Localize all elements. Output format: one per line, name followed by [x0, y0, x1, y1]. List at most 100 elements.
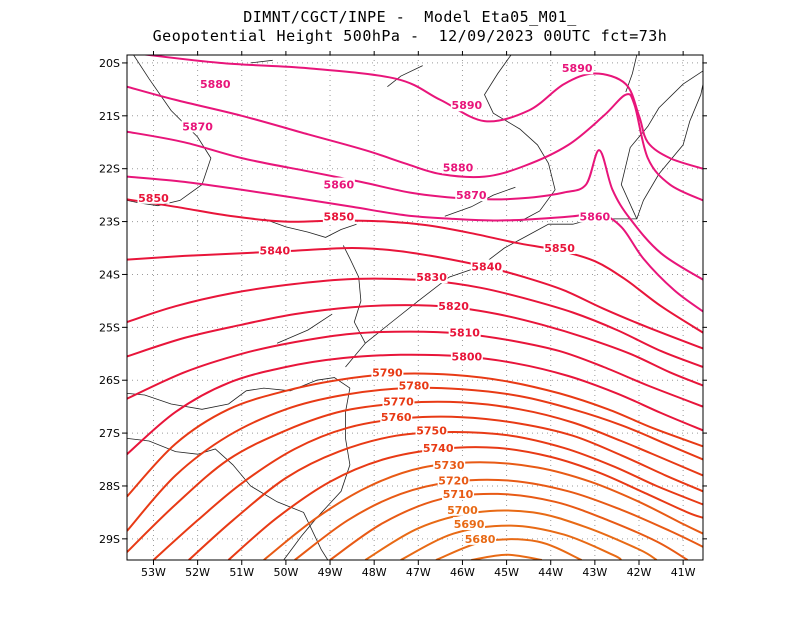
- contour-label-5720: 5720: [438, 475, 469, 488]
- contour-label-5840: 5840: [260, 245, 291, 258]
- coastline: [263, 218, 357, 238]
- contour-label-bg: [561, 61, 594, 75]
- contour-label-bg: [181, 119, 214, 133]
- lat-tick-label: 23S: [99, 216, 120, 229]
- lat-tick-label: 21S: [99, 110, 120, 123]
- lon-tick-label: 45W: [494, 566, 519, 579]
- coastline: [127, 55, 212, 207]
- contour-label-bg: [382, 394, 415, 408]
- lon-tick-label: 42W: [627, 566, 652, 579]
- lon-tick-label: 51W: [229, 566, 254, 579]
- contour-label-5810: 5810: [449, 327, 480, 340]
- contour-label-bg: [415, 423, 448, 437]
- coastline: [250, 59, 273, 64]
- contour-label-bg: [446, 502, 479, 516]
- lon-tick-label: 47W: [406, 566, 431, 579]
- contour-label-bg: [437, 299, 470, 313]
- lon-tick-label: 53W: [141, 566, 166, 579]
- contour-line-5870: [127, 130, 703, 281]
- lon-tick-label: 52W: [185, 566, 210, 579]
- lon-tick-label: 44W: [538, 566, 563, 579]
- contour-label-5850: 5850: [544, 242, 575, 255]
- coastline: [276, 313, 333, 344]
- contour-line-5670: [471, 553, 543, 560]
- contour-label-5860: 5860: [324, 179, 355, 192]
- contour-label-5820: 5820: [438, 300, 469, 313]
- contour-label-5790: 5790: [372, 366, 403, 379]
- contour-line-5750: [188, 431, 703, 560]
- contour-line-5700: [364, 509, 658, 560]
- coastline: [387, 65, 423, 88]
- contour-line-5810: [127, 330, 703, 408]
- lat-tick-label: 27S: [99, 427, 120, 440]
- contour-label-bg: [437, 473, 470, 487]
- contour-line-5730: [263, 461, 703, 560]
- contour-label-bg: [455, 188, 488, 202]
- lon-tick-label: 43W: [582, 566, 607, 579]
- contour-label-bg: [322, 209, 355, 223]
- contour-label-5780: 5780: [399, 379, 430, 392]
- map-title-line-2: Geopotential Height 500hPa - 12/09/2023 …: [152, 27, 668, 45]
- contour-label-5890: 5890: [562, 62, 593, 75]
- map-title-line-1: DIMNT/CGCT/INPE - Model Eta05_M01_: [243, 8, 577, 26]
- contour-line-5690: [400, 524, 622, 560]
- contour-label-bg: [543, 241, 576, 255]
- contour-label-5800: 5800: [452, 350, 483, 363]
- contour-label-bg: [470, 259, 503, 273]
- contour-label-5700: 5700: [447, 504, 478, 517]
- contour-label-bg: [448, 325, 481, 339]
- coastline: [484, 55, 556, 222]
- contour-label-bg: [578, 209, 611, 223]
- contour-line-5790: [127, 372, 703, 498]
- contour-line-5760: [152, 415, 703, 560]
- contour-label-bg: [422, 440, 455, 454]
- contour-line-5890: [140, 55, 703, 170]
- coastline: [620, 70, 703, 220]
- lon-tick-label: 49W: [318, 566, 343, 579]
- coastline: [127, 438, 329, 560]
- contour-label-5840: 5840: [471, 261, 502, 274]
- contour-label-bg: [433, 457, 466, 471]
- coastline: [127, 377, 351, 410]
- contour-label-bg: [442, 486, 475, 500]
- plot-frame: [126, 54, 704, 561]
- contour-label-bg: [453, 517, 486, 531]
- contour-label-bg: [322, 177, 355, 191]
- lat-tick-label: 22S: [99, 163, 120, 176]
- lon-tick-label: 48W: [362, 566, 387, 579]
- contour-label-5770: 5770: [383, 395, 414, 408]
- contour-label-5880: 5880: [443, 162, 474, 175]
- contour-line-5740: [227, 446, 703, 560]
- contour-label-5870: 5870: [182, 120, 213, 133]
- contour-label-bg: [380, 410, 413, 424]
- contour-label-bg: [464, 531, 497, 545]
- contour-label-5880: 5880: [200, 78, 231, 91]
- lon-tick-label: 41W: [671, 566, 696, 579]
- contour-label-bg: [137, 190, 170, 204]
- contour-label-5740: 5740: [423, 442, 454, 455]
- contour-line-5720: [294, 478, 703, 560]
- lat-tick-label: 25S: [99, 321, 120, 334]
- contour-line-5800: [127, 353, 703, 455]
- contour-label-5860: 5860: [580, 210, 611, 223]
- contour-line-5850: [127, 198, 703, 334]
- contour-label-5750: 5750: [416, 424, 447, 437]
- contour-label-bg: [415, 270, 448, 284]
- lon-tick-label: 46W: [450, 566, 475, 579]
- lat-tick-label: 29S: [99, 533, 120, 546]
- contour-label-bg: [442, 160, 475, 174]
- contour-label-5890: 5890: [452, 99, 483, 112]
- contour-label-5690: 5690: [454, 518, 485, 531]
- contour-label-bg: [371, 365, 404, 379]
- contour-line-5840: [127, 247, 703, 350]
- lat-tick-label: 26S: [99, 374, 120, 387]
- contour-line-5680: [435, 538, 583, 560]
- lat-tick-label: 24S: [99, 268, 120, 281]
- contour-label-bg: [199, 77, 232, 91]
- contour-label-bg: [450, 98, 483, 112]
- contour-label-5850: 5850: [324, 210, 355, 223]
- contour-line-5860: [127, 175, 703, 313]
- contour-label-bg: [397, 378, 430, 392]
- axis-ticks: 53W 52W 51W 50W 49W 48W 47W 46W 45W 44W 43W 42W 41W 2…: [99, 51, 707, 579]
